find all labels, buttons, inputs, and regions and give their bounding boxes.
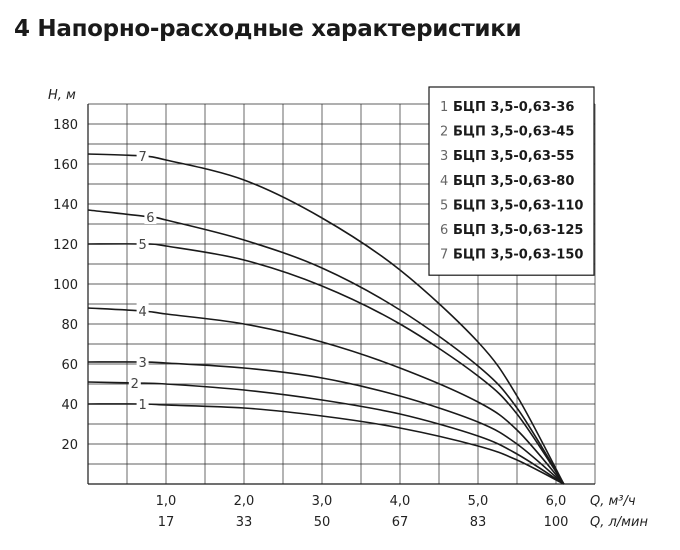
legend-entry-name: БЦП 3,5-0,63-80: [453, 174, 574, 189]
x-tick-label: 3,0: [312, 494, 333, 509]
series-label-bg: [128, 375, 141, 390]
series-label-7: 7: [138, 150, 146, 165]
y-tick-label: 160: [53, 158, 78, 173]
legend-entry-number: 6: [440, 223, 448, 238]
page-title: 4 Напорно-расходные характеристики: [14, 16, 522, 42]
series-line-7: [87, 153, 565, 485]
series-line-3: [87, 361, 565, 485]
legend-entry-number: 7: [440, 248, 448, 263]
legend-entry-name: БЦП 3,5-0,63-125: [453, 223, 583, 238]
y-axis-label: H, м: [48, 88, 76, 103]
series-label-bg: [136, 303, 149, 318]
y-tick-label: 20: [61, 438, 78, 453]
y-tick-label: 40: [61, 398, 78, 413]
legend-entry-number: 5: [440, 198, 448, 213]
x-tick-label-secondary: 67: [392, 515, 409, 530]
x-tick-label-secondary: 83: [470, 515, 487, 530]
x-tick-label-secondary: 33: [236, 515, 253, 530]
series-label-bg: [136, 236, 149, 251]
series-label-bg: [136, 396, 149, 411]
series-line-5: [87, 243, 565, 485]
legend-entry-name: БЦП 3,5-0,63-150: [453, 248, 583, 263]
series-label-4: 4: [138, 305, 146, 320]
series-label-3: 3: [138, 356, 146, 371]
series-label-2: 2: [131, 377, 139, 392]
y-tick-label: 140: [53, 198, 78, 213]
series-label-5: 5: [138, 238, 146, 253]
series-label-bg: [144, 209, 157, 224]
series-line-6: [87, 209, 565, 485]
legend-entry-number: 1: [440, 100, 448, 115]
x-tick-label: 5,0: [468, 494, 489, 509]
legend-entry-name: БЦП 3,5-0,63-55: [453, 149, 574, 164]
x-axis-label: Q, м³/ч: [590, 494, 636, 509]
legend-entry-name: БЦП 3,5-0,63-110: [453, 198, 583, 213]
x-tick-label-secondary: 50: [314, 515, 331, 530]
x-tick-label-secondary: 100: [544, 515, 569, 530]
legend-entry-number: 2: [440, 125, 448, 140]
y-tick-label: 180: [53, 118, 78, 133]
legend-box: [428, 86, 595, 276]
series-line-1: [87, 403, 565, 485]
series-label-1: 1: [138, 398, 146, 413]
x-tick-label: 2,0: [234, 494, 255, 509]
y-tick-label: 100: [53, 278, 78, 293]
x-tick-label: 4,0: [390, 494, 411, 509]
series-label-6: 6: [146, 211, 154, 226]
x-tick-label: 6,0: [546, 494, 567, 509]
legend-entry-number: 4: [440, 174, 448, 189]
y-tick-label: 60: [61, 358, 78, 373]
legend-entry-name: БЦП 3,5-0,63-36: [453, 100, 574, 115]
x-tick-label: 1,0: [156, 494, 177, 509]
series-line-2: [87, 381, 565, 485]
chart-legend: 1 БЦП 3,5-0,63-36 2 БЦП 3,5-0,63-45 3 БЦП 3,5…: [428, 86, 595, 276]
legend-entry-name: БЦП 3,5-0,63-45: [453, 125, 574, 140]
legend-entry-number: 3: [440, 149, 448, 164]
y-tick-label: 80: [61, 318, 78, 333]
x-axis-label-secondary: Q, л/мин: [590, 515, 648, 530]
x-tick-label-secondary: 17: [158, 515, 175, 530]
series-line-4: [87, 307, 565, 485]
y-tick-label: 120: [53, 238, 78, 253]
series-label-bg: [136, 354, 149, 369]
series-label-bg: [136, 148, 149, 163]
